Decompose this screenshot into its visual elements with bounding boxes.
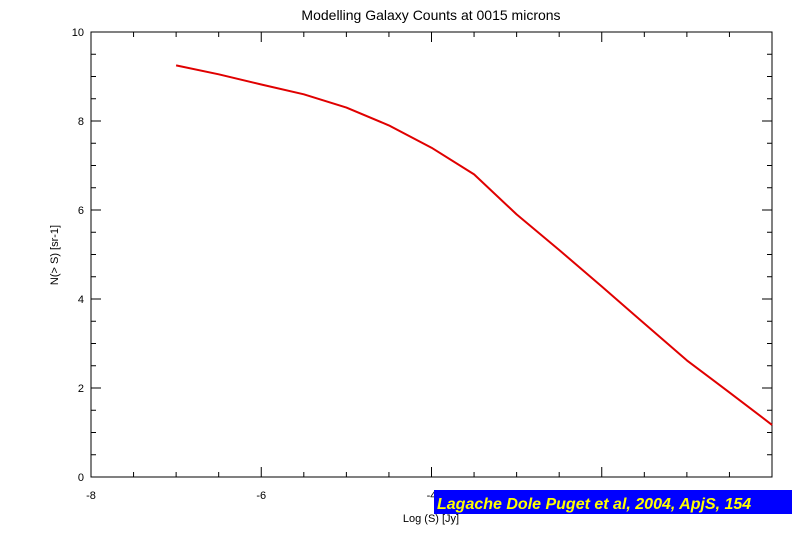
y-tick-label: 4 xyxy=(78,294,84,306)
plot-frame xyxy=(90,31,773,478)
y-axis-label: N(> S) [sr-1] xyxy=(49,225,61,285)
y-tick-label: 8 xyxy=(78,116,84,128)
axis-ticks: -8-6-4-200246810 xyxy=(72,27,775,502)
series-group xyxy=(175,64,773,426)
y-tick-label: 2 xyxy=(78,383,84,395)
y-tick-label: 6 xyxy=(78,205,84,217)
x-tick-label: -4 xyxy=(427,490,437,502)
chart-title: Modelling Galaxy Counts at 0015 microns xyxy=(301,7,560,23)
x-tick-label: -6 xyxy=(256,490,266,502)
y-tick-label: 0 xyxy=(78,472,84,484)
annotation-box xyxy=(434,490,792,514)
y-tick-label: 10 xyxy=(72,27,84,39)
x-axis-label: Log (S) [Jy] xyxy=(403,513,459,525)
annotation-text: Lagache Dole Puget et al, 2004, ApjS, 15… xyxy=(437,496,751,513)
x-tick-label: -8 xyxy=(86,490,96,502)
series-line xyxy=(175,64,773,426)
